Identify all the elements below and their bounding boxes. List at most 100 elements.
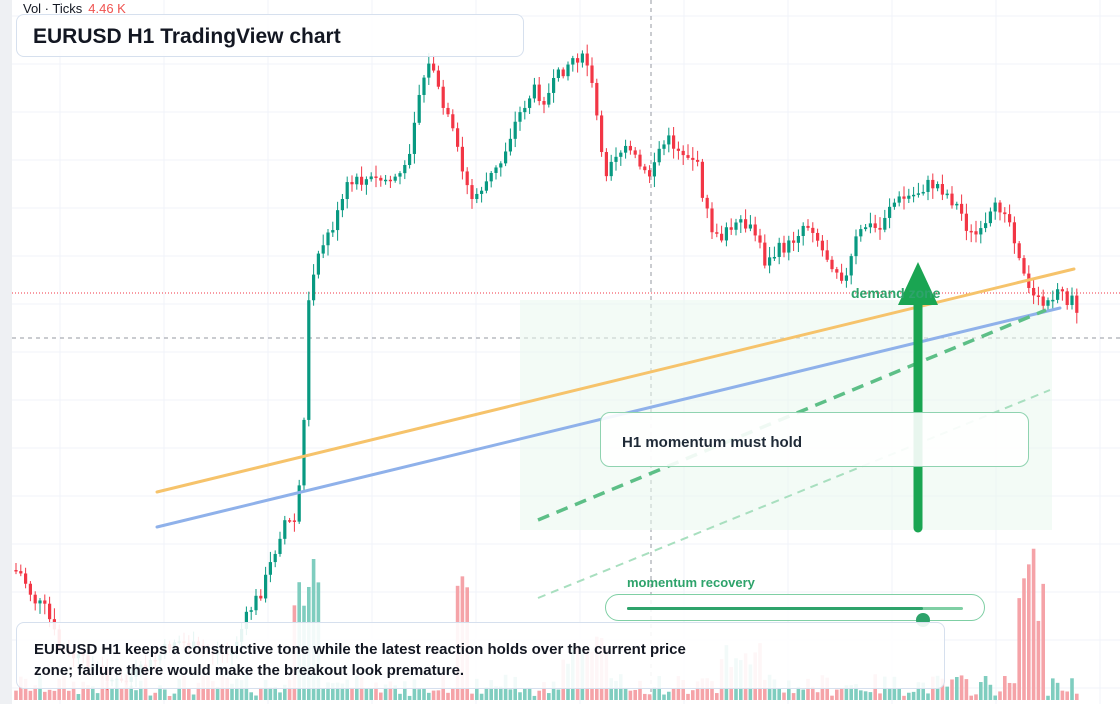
candle-body (902, 196, 906, 199)
candle-body (254, 595, 258, 611)
momentum-slider[interactable] (605, 594, 985, 627)
volume-bar (916, 682, 921, 700)
volume-bar (695, 681, 700, 700)
volume-bar (331, 683, 335, 700)
candle-body (249, 610, 253, 612)
volume-bar (398, 693, 402, 700)
candle-body (355, 176, 359, 185)
candle-body (907, 195, 911, 199)
candle-body (48, 603, 52, 620)
volume-bar (1060, 690, 1065, 700)
volume-bar (955, 676, 959, 700)
candle-body (652, 162, 656, 177)
candle-body (662, 144, 666, 149)
candle-body (758, 235, 762, 243)
volume-bar (249, 692, 253, 700)
slider-fill (627, 607, 923, 610)
volume-bar (431, 690, 436, 700)
volume-bar (187, 688, 191, 700)
slider-track[interactable] (627, 607, 963, 627)
volume-bar (671, 688, 676, 700)
arrow-head (898, 262, 938, 305)
candle-body (456, 128, 460, 147)
candle-body (561, 69, 565, 77)
candle-body (422, 77, 426, 95)
candle-body (408, 153, 412, 165)
volume-bar (484, 687, 489, 700)
candle-body (806, 225, 810, 228)
candle-body (427, 63, 431, 78)
candle-body (470, 185, 474, 200)
volume-bar (340, 683, 345, 700)
volume-bar (772, 679, 777, 700)
candle-body (974, 231, 978, 235)
candle-body (734, 222, 738, 230)
volume-bar (950, 679, 954, 700)
volume-bar (974, 694, 978, 700)
volume-bar (91, 686, 95, 700)
candle-body (753, 224, 757, 236)
candle-body (494, 167, 498, 173)
candle-body (816, 232, 820, 241)
candle-body (628, 145, 632, 151)
candle-body (1036, 295, 1040, 297)
candle-body (19, 571, 23, 574)
candle-body (979, 228, 983, 235)
volume-bar (110, 688, 114, 700)
candle-body (403, 164, 407, 174)
volume-bar (422, 687, 426, 700)
volume-bar (911, 691, 916, 700)
candle-body (705, 197, 709, 209)
volume-bar (796, 686, 801, 700)
volume-bar (945, 686, 949, 700)
volume-bar (1070, 678, 1074, 700)
volume-bar (979, 682, 983, 700)
volume-bar (23, 678, 28, 700)
candle-body (782, 242, 786, 253)
candle-body (14, 570, 18, 572)
candle-body (835, 269, 839, 273)
candle-body (763, 242, 767, 266)
candle-body (1070, 295, 1074, 306)
volume-bar (667, 691, 671, 700)
volume-bar (609, 678, 613, 700)
candle-body (264, 574, 268, 599)
volume-bar (907, 692, 911, 700)
candle-body (710, 208, 714, 233)
volume-bar (158, 685, 162, 700)
candle-body (321, 245, 325, 254)
volume-bar (273, 686, 277, 700)
volume-bar (71, 681, 76, 700)
volume-bar (451, 688, 455, 700)
candle-body (657, 148, 661, 163)
volume-bar (849, 685, 853, 700)
candle-body (432, 63, 436, 71)
candle-body (969, 230, 973, 233)
candle-body (465, 171, 469, 186)
volume-bar (235, 678, 239, 700)
volume-bar (878, 693, 882, 700)
volume-bar (57, 678, 61, 700)
candle-body (854, 236, 858, 257)
candle-body (988, 211, 992, 224)
volume-bar (887, 688, 892, 700)
callout-box[interactable]: H1 momentum must hold (600, 412, 1029, 467)
candle-body (244, 611, 248, 629)
candle-body (633, 150, 637, 155)
volume-value: 4.46 K (88, 1, 126, 16)
green-dashed-trendline (537, 308, 1047, 522)
volume-bar (811, 686, 815, 700)
volume-bar (67, 690, 71, 700)
volume-bar (105, 681, 109, 700)
candle-body (523, 107, 527, 113)
volume-bar (844, 685, 849, 700)
candle-body (283, 520, 287, 539)
candle-body (926, 179, 930, 192)
volume-bar (715, 693, 719, 700)
volume-bar (547, 693, 551, 700)
candle-body (729, 227, 733, 230)
volume-bar (403, 681, 407, 700)
volume-bar (921, 682, 925, 700)
volume-bar (791, 693, 796, 700)
